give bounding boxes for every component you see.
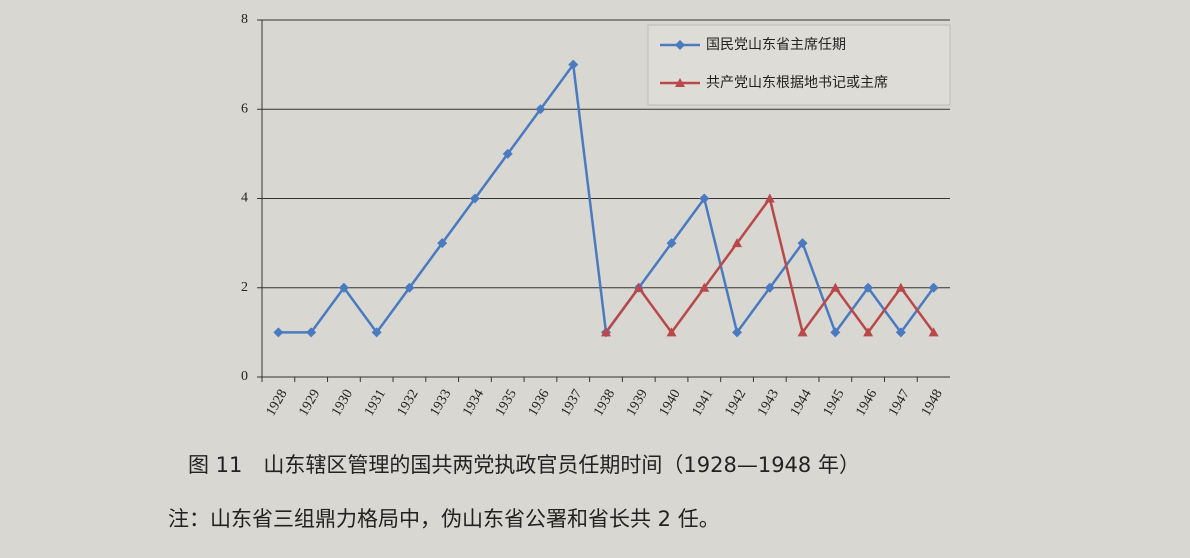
point <box>797 327 808 337</box>
point <box>830 282 841 292</box>
point <box>764 193 775 203</box>
point <box>666 238 677 249</box>
point <box>273 327 284 338</box>
point <box>928 327 939 337</box>
y-tick-label: 8 <box>241 12 248 27</box>
point <box>928 282 939 293</box>
y-tick-label: 4 <box>241 191 248 206</box>
point <box>675 40 685 50</box>
point <box>568 59 579 70</box>
y-tick-label: 0 <box>241 369 248 384</box>
point <box>895 282 906 292</box>
point <box>404 282 415 293</box>
point <box>469 193 480 204</box>
caption: 图 11 山东辖区管理的国共两党执政官员任期时间（1928—1948 年） <box>188 453 860 477</box>
point <box>895 327 906 338</box>
point <box>830 327 841 338</box>
point <box>863 327 874 337</box>
point <box>502 148 513 159</box>
legend-box <box>647 24 951 106</box>
point <box>371 327 382 338</box>
y-tick-label: 2 <box>241 280 248 295</box>
point <box>797 238 808 249</box>
point <box>863 282 874 293</box>
point <box>601 327 611 337</box>
point <box>764 282 775 293</box>
point <box>732 238 743 248</box>
point <box>633 282 644 292</box>
point <box>666 327 677 337</box>
y-tick-label: 6 <box>241 101 248 116</box>
legend-label: 国民党山东省主席任期 <box>706 37 846 53</box>
legend-label: 共产党山东根据地书记或主席 <box>706 75 888 91</box>
note: 注：山东省三组鼎力格局中，伪山东省公署和省长共 2 任。 <box>168 507 720 531</box>
point <box>732 327 743 338</box>
point <box>437 238 448 249</box>
point <box>699 282 710 292</box>
point <box>338 282 349 293</box>
point <box>306 327 317 338</box>
point <box>699 193 710 204</box>
point <box>535 104 546 115</box>
point <box>675 78 685 87</box>
